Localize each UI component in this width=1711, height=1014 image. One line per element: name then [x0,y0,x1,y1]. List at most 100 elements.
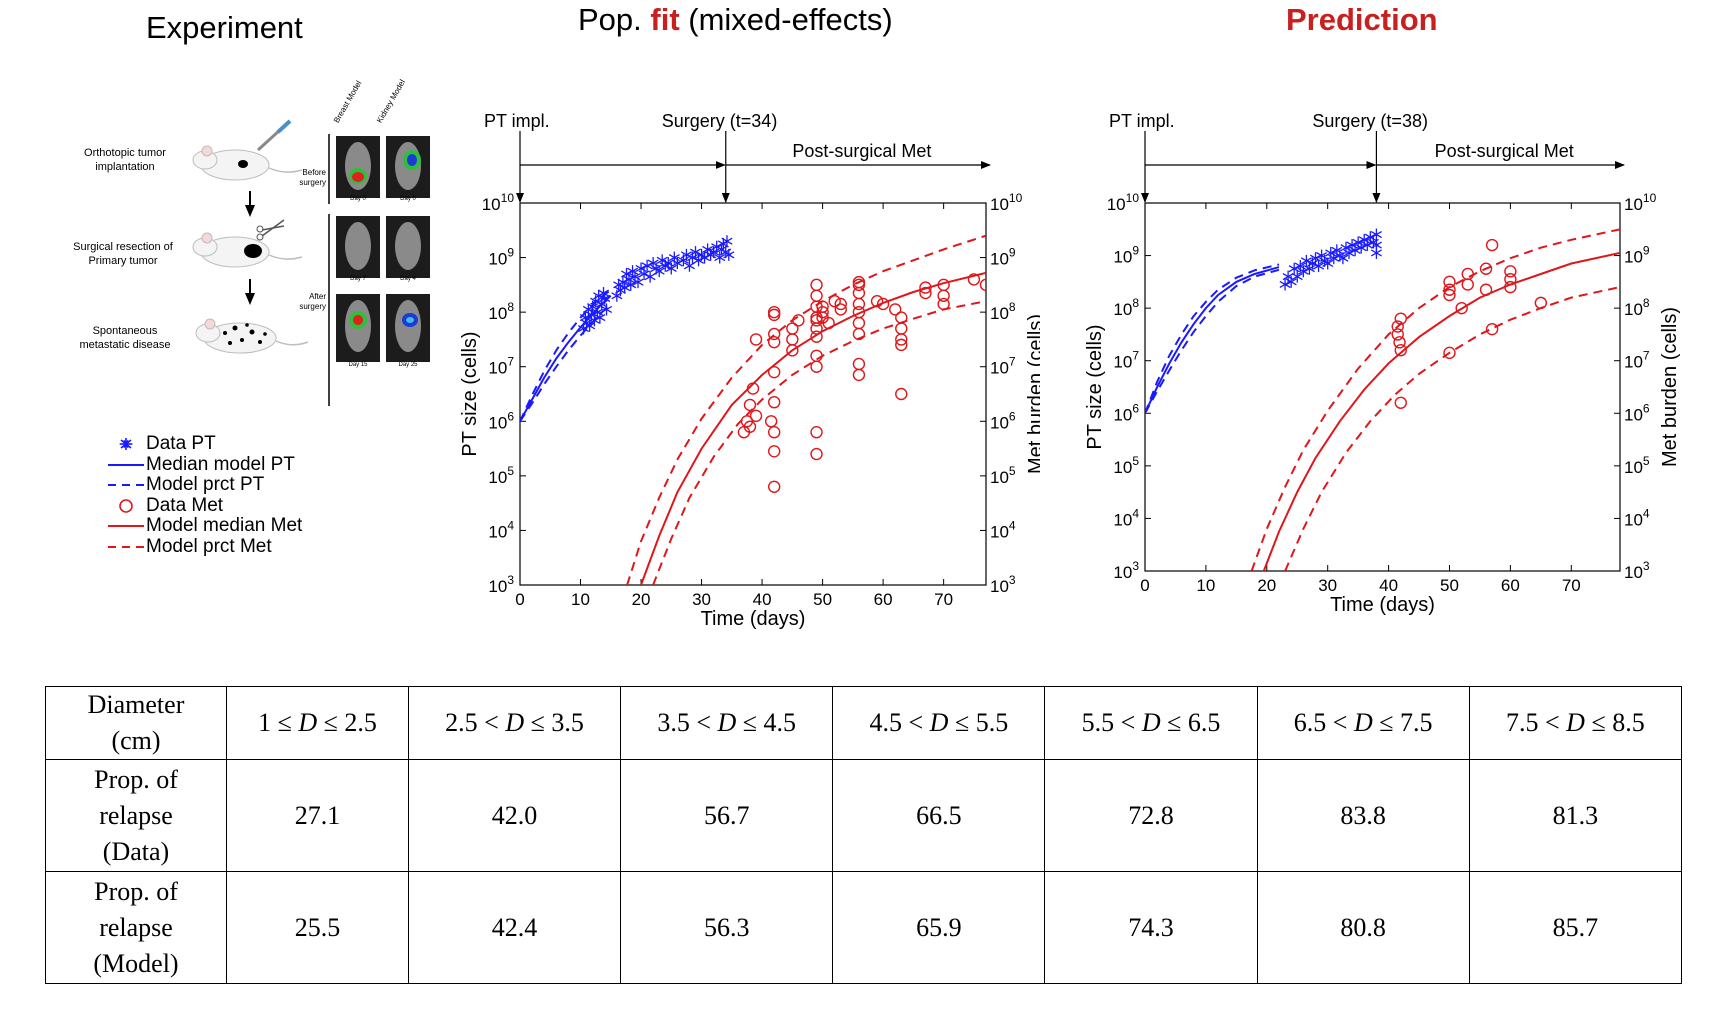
data-met-point [767,308,781,322]
table-column-header: 2.5 < D ≤ 3.5 [407,686,622,760]
data-met-point [816,305,829,319]
data-pt-point [641,259,653,272]
x-tick-label: 20 [632,590,651,609]
series-line [520,295,612,422]
photo-day-3: Day 7 [350,276,366,282]
y-tick-label-left: 105 [1113,454,1139,477]
post-surgical-label: Post-surgical Met [792,141,931,161]
x-tick-label: 70 [934,590,953,609]
table-cell: 65.9 [832,871,1046,984]
y-tick-label-right: 104 [1624,506,1650,529]
legend-label: Model median Met [146,515,303,536]
data-pt-point [721,235,733,248]
data-met-point [967,273,981,286]
photo-before-breast [336,136,380,198]
table-column-header: 7.5 < D ≤ 8.5 [1468,686,1683,760]
data-met-point [1455,301,1468,315]
series-line [1145,268,1280,414]
data-met-point [786,333,799,346]
x-tick-label: 60 [874,590,893,609]
data-met-point [767,445,781,458]
data-met-point [1485,238,1499,252]
series-line [1145,266,1280,414]
surgery-label: Surgery (t=38) [1312,111,1428,131]
legend-item: Data Met [108,495,368,517]
table-row-label: Prop. of relapse (Data) [45,759,227,872]
data-met-point [1461,267,1474,281]
data-met-point [895,387,908,401]
legend-star-icon [119,438,133,450]
y-tick-label-left: 107 [1113,349,1139,372]
data-met-point [1479,262,1493,275]
x-tick-label: 30 [1318,576,1337,595]
x-tick-label: 20 [1257,576,1276,595]
data-pt-point [699,251,711,264]
legend-dashed-icon [108,484,144,486]
experiment-schematic: Orthotopic tumor implantation Surgical r… [40,78,440,430]
data-met-point [810,447,823,461]
data-pt-point [644,270,656,283]
y-axis-label-left: PT size (cells) [1084,324,1106,449]
series-line [640,271,986,585]
mouse-1-icon [192,119,303,181]
step-3-line1: Spontaneous [92,325,158,337]
data-met-point [1485,322,1499,336]
pt-impl-label: PT impl. [1109,111,1175,131]
legend-label: Median model PT [146,453,295,475]
data-met-point [743,398,757,412]
table-cell: 42.0 [407,759,622,872]
table-cell: 27.1 [226,759,409,872]
data-met-point [749,409,763,423]
y-tick-label-right: 1010 [1624,191,1657,214]
data-met-point [870,295,884,308]
legend-label: Data PT [146,433,216,454]
data-met-point [852,357,866,371]
legend: Data PT Median model PT Model prct PT Data … [108,434,368,557]
data-met-point [889,303,902,316]
step-2-line1: Surgical resection of [73,241,173,253]
data-pt-point [1322,257,1334,270]
data-met-point [810,278,823,292]
plot-frame [1144,202,1621,572]
data-met-point [767,480,781,493]
legend-dashed-icon [108,545,144,548]
table-header-label: Diameter (cm) [45,686,227,760]
data-met-point [1443,288,1456,302]
legend-item: Model median Met [108,516,368,537]
data-met-point [852,278,866,292]
data-pt-point [680,248,692,261]
y-tick-label-right: 103 [990,573,1016,596]
table-row-label: Prop. of relapse (Model) [45,871,227,984]
photo-row-1-line1: Before [302,168,326,177]
table-column-header: 6.5 < D ≤ 7.5 [1256,686,1470,760]
y-tick-label-right: 104 [990,518,1016,541]
photo-row-2-line1: After [309,292,326,301]
data-met-point [810,289,823,302]
legend-item: Data PT [108,434,368,455]
data-pt-point [665,262,677,275]
y-tick-label-left: 109 [488,246,514,269]
legend-item: Model prct Met [108,536,368,558]
y-tick-label-left: 109 [1113,244,1139,267]
photo-day-6: Day 25 [398,362,418,368]
experiment-title: Experiment [146,10,303,45]
y-tick-label-right: 108 [1624,296,1650,319]
data-met-point [895,333,908,346]
legend-label: Model prct PT [146,474,265,495]
post-surgical-label: Post-surgical Met [1435,141,1574,161]
x-tick-label: 50 [1440,576,1459,595]
data-met-point [852,368,866,382]
table-cell: 81.3 [1468,759,1683,872]
y-tick-label-left: 1010 [1107,191,1140,214]
data-met-point [1504,265,1517,278]
data-met-point [810,330,823,343]
data-met-point [749,333,763,346]
table-cell: 83.8 [1256,759,1470,872]
y-tick-label-left: 1010 [482,191,515,214]
series-line [1250,228,1620,571]
table-column-header: 1 ≤ D ≤ 2.5 [226,686,409,760]
photo-column-labels: Breast Model Kidney Model [302,78,452,128]
y-tick-label-left: 103 [488,573,514,596]
legend-item: Model prct PT [108,475,368,496]
data-met-point [810,360,823,373]
